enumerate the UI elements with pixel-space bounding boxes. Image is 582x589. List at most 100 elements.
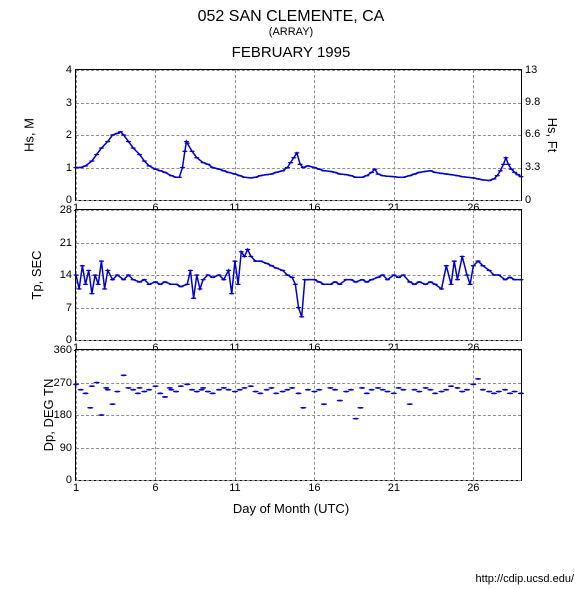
- data-point: [391, 392, 397, 394]
- data-point: [210, 392, 216, 394]
- grid-h: [76, 340, 521, 341]
- data-point: [216, 389, 222, 391]
- data-point: [438, 391, 444, 393]
- data-point: [464, 389, 470, 391]
- data-point: [289, 387, 295, 389]
- page-month: FEBRUARY 1995: [0, 44, 582, 61]
- grid-h: [76, 200, 521, 201]
- data-point: [232, 391, 238, 393]
- data-point: [167, 387, 173, 389]
- data-point: [248, 385, 254, 387]
- data-point: [78, 389, 84, 391]
- data-point: [327, 387, 333, 389]
- data-point: [168, 389, 174, 391]
- data-point: [343, 391, 349, 393]
- data-point: [454, 387, 460, 389]
- data-point: [491, 392, 497, 394]
- data-point: [432, 392, 438, 394]
- chart-panel-dp: Dp, DEG TN1611162126090180270360: [0, 349, 582, 481]
- data-point: [162, 396, 168, 398]
- panels-container: Hs, MHs, Ft16111621260123403.36.69.813Tp…: [0, 69, 582, 481]
- data-point: [94, 382, 100, 384]
- data-point: [125, 387, 131, 389]
- data-point: [448, 385, 454, 387]
- data-point: [284, 389, 290, 391]
- data-point: [237, 389, 243, 391]
- page-subtitle: (ARRAY): [0, 26, 582, 38]
- data-point: [264, 389, 270, 391]
- data-point: [173, 391, 179, 393]
- plot-area: 16111621260123403.36.69.813: [75, 69, 522, 201]
- plot-area: 161116212607142128: [75, 209, 522, 341]
- y-label-right: Hs, Ft: [545, 118, 560, 153]
- data-point: [89, 385, 95, 387]
- data-point: [486, 391, 492, 393]
- data-point: [194, 391, 200, 393]
- data-point: [368, 389, 374, 391]
- data-point: [114, 391, 120, 393]
- data-point: [507, 392, 513, 394]
- data-point: [157, 392, 163, 394]
- y-tick-label-right: 0: [525, 194, 531, 206]
- data-point: [332, 389, 338, 391]
- data-point: [268, 387, 274, 389]
- data-point: [152, 385, 158, 387]
- data-point: [311, 391, 317, 393]
- page-title: 052 SAN CLEMENTE, CA: [0, 8, 582, 26]
- data-point: [198, 389, 204, 391]
- data-point: [348, 389, 354, 391]
- grid-h: [76, 480, 521, 481]
- plot-svg: [76, 350, 521, 480]
- data-point: [357, 407, 363, 409]
- data-point: [205, 391, 211, 393]
- data-point: [98, 414, 104, 416]
- data-point: [178, 385, 184, 387]
- data-point: [407, 403, 413, 405]
- data-point: [475, 378, 481, 380]
- data-point: [502, 389, 508, 391]
- data-point: [241, 387, 247, 389]
- data-point: [121, 374, 127, 376]
- data-point: [380, 389, 386, 391]
- data-point: [146, 389, 152, 391]
- y-tick-label: 4: [66, 64, 72, 76]
- data-point: [225, 389, 231, 391]
- data-point: [305, 389, 311, 391]
- data-point: [279, 391, 285, 393]
- data-point: [295, 392, 301, 394]
- data-point: [512, 391, 518, 393]
- y-tick-label-right: 6.6: [525, 128, 540, 140]
- y-tick-label: 360: [54, 344, 72, 356]
- data-point: [200, 387, 206, 389]
- data-point: [416, 391, 422, 393]
- chart-panel-hs: Hs, MHs, Ft16111621260123403.36.69.813: [0, 69, 582, 201]
- data-point: [103, 387, 109, 389]
- data-point: [135, 392, 141, 394]
- data-point: [375, 387, 381, 389]
- data-point: [480, 389, 486, 391]
- data-point: [443, 389, 449, 391]
- data-point: [300, 407, 306, 409]
- y-tick-label-right: 3.3: [525, 161, 540, 173]
- y-tick-label: 180: [54, 409, 72, 421]
- data-point: [427, 389, 433, 391]
- data-point: [359, 387, 365, 389]
- y-tick-label-right: 9.8: [525, 96, 540, 108]
- data-point: [459, 391, 465, 393]
- data-point: [321, 403, 327, 405]
- data-point: [221, 387, 227, 389]
- y-tick-label-right: 13: [525, 64, 537, 76]
- plot-svg: [76, 210, 521, 340]
- data-point: [470, 383, 476, 385]
- data-point: [82, 392, 88, 394]
- x-tick-label: 21: [388, 482, 400, 494]
- plot-svg: [76, 70, 521, 200]
- x-tick-label: 1: [73, 482, 79, 494]
- chart-panel-tp: Tp, SEC161116212607142128: [0, 209, 582, 341]
- y-tick-label: 28: [60, 204, 72, 216]
- y-tick-label: 90: [60, 442, 72, 454]
- data-point: [87, 407, 93, 409]
- data-point: [141, 391, 147, 393]
- y-tick-label: 7: [66, 302, 72, 314]
- y-tick-label: 2: [66, 129, 72, 141]
